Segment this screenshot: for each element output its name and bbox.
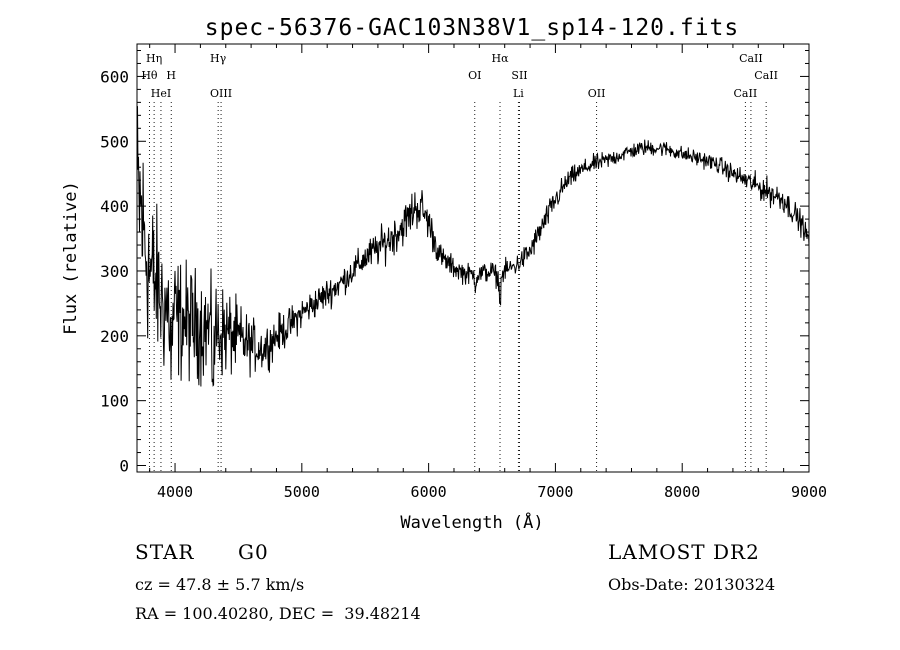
line-marker-label: Hθ: [141, 69, 158, 82]
line-marker-label: Li: [513, 87, 524, 100]
x-tick-label: 6000: [411, 483, 447, 501]
line-marker-label: OII: [588, 87, 606, 100]
y-tick-label: 200: [100, 327, 129, 346]
line-marker-label: CaII: [734, 87, 758, 100]
y-axis: 0 100 200 300 400 500 600: [100, 49, 809, 476]
observation-date: Obs-Date: 20130324: [608, 575, 776, 594]
y-tick-label: 500: [100, 132, 129, 151]
y-tick-label: 600: [100, 67, 129, 86]
x-tick-label: 9000: [791, 483, 827, 501]
line-marker-label: HeI: [151, 87, 171, 100]
line-marker-label: CaII: [754, 69, 778, 82]
spectrum-line: [136, 106, 810, 387]
line-marker-label: Hη: [146, 52, 162, 65]
line-marker-label: OIII: [210, 87, 232, 100]
x-tick-label: 8000: [664, 483, 700, 501]
y-tick-label: 400: [100, 197, 129, 216]
line-marker-label: H: [166, 69, 176, 82]
line-marker-label: Hγ: [210, 52, 227, 65]
x-tick-label: 7000: [537, 483, 573, 501]
line-marker-label: Hα: [491, 52, 509, 65]
line-marker-label: OI: [468, 69, 481, 82]
coordinates: RA = 100.40280, DEC = 39.48214: [135, 604, 421, 623]
x-axis: 4000 5000 6000 7000 8000 9000: [149, 44, 827, 501]
redshift-value: cz = 47.8 ± 5.7 km/s: [135, 575, 305, 594]
y-tick-label: 300: [100, 262, 129, 281]
line-marker-label: SII: [511, 69, 527, 82]
x-tick-label: 4000: [157, 483, 193, 501]
chart-title: spec-56376-GAC103N38V1_sp14-120.fits: [205, 15, 740, 41]
object-class: STAR: [135, 540, 195, 564]
y-tick-label: 100: [100, 392, 129, 411]
plot-frame: [136, 43, 810, 473]
spectral-subclass: G0: [238, 540, 269, 564]
survey-name: LAMOST DR2: [608, 540, 760, 564]
x-axis-label: Wavelength (Å): [400, 511, 543, 533]
x-tick-label: 5000: [284, 483, 320, 501]
y-axis-label: Flux (relative): [61, 181, 81, 335]
y-tick-label: 0: [119, 457, 129, 476]
line-marker-label: CaII: [739, 52, 763, 65]
